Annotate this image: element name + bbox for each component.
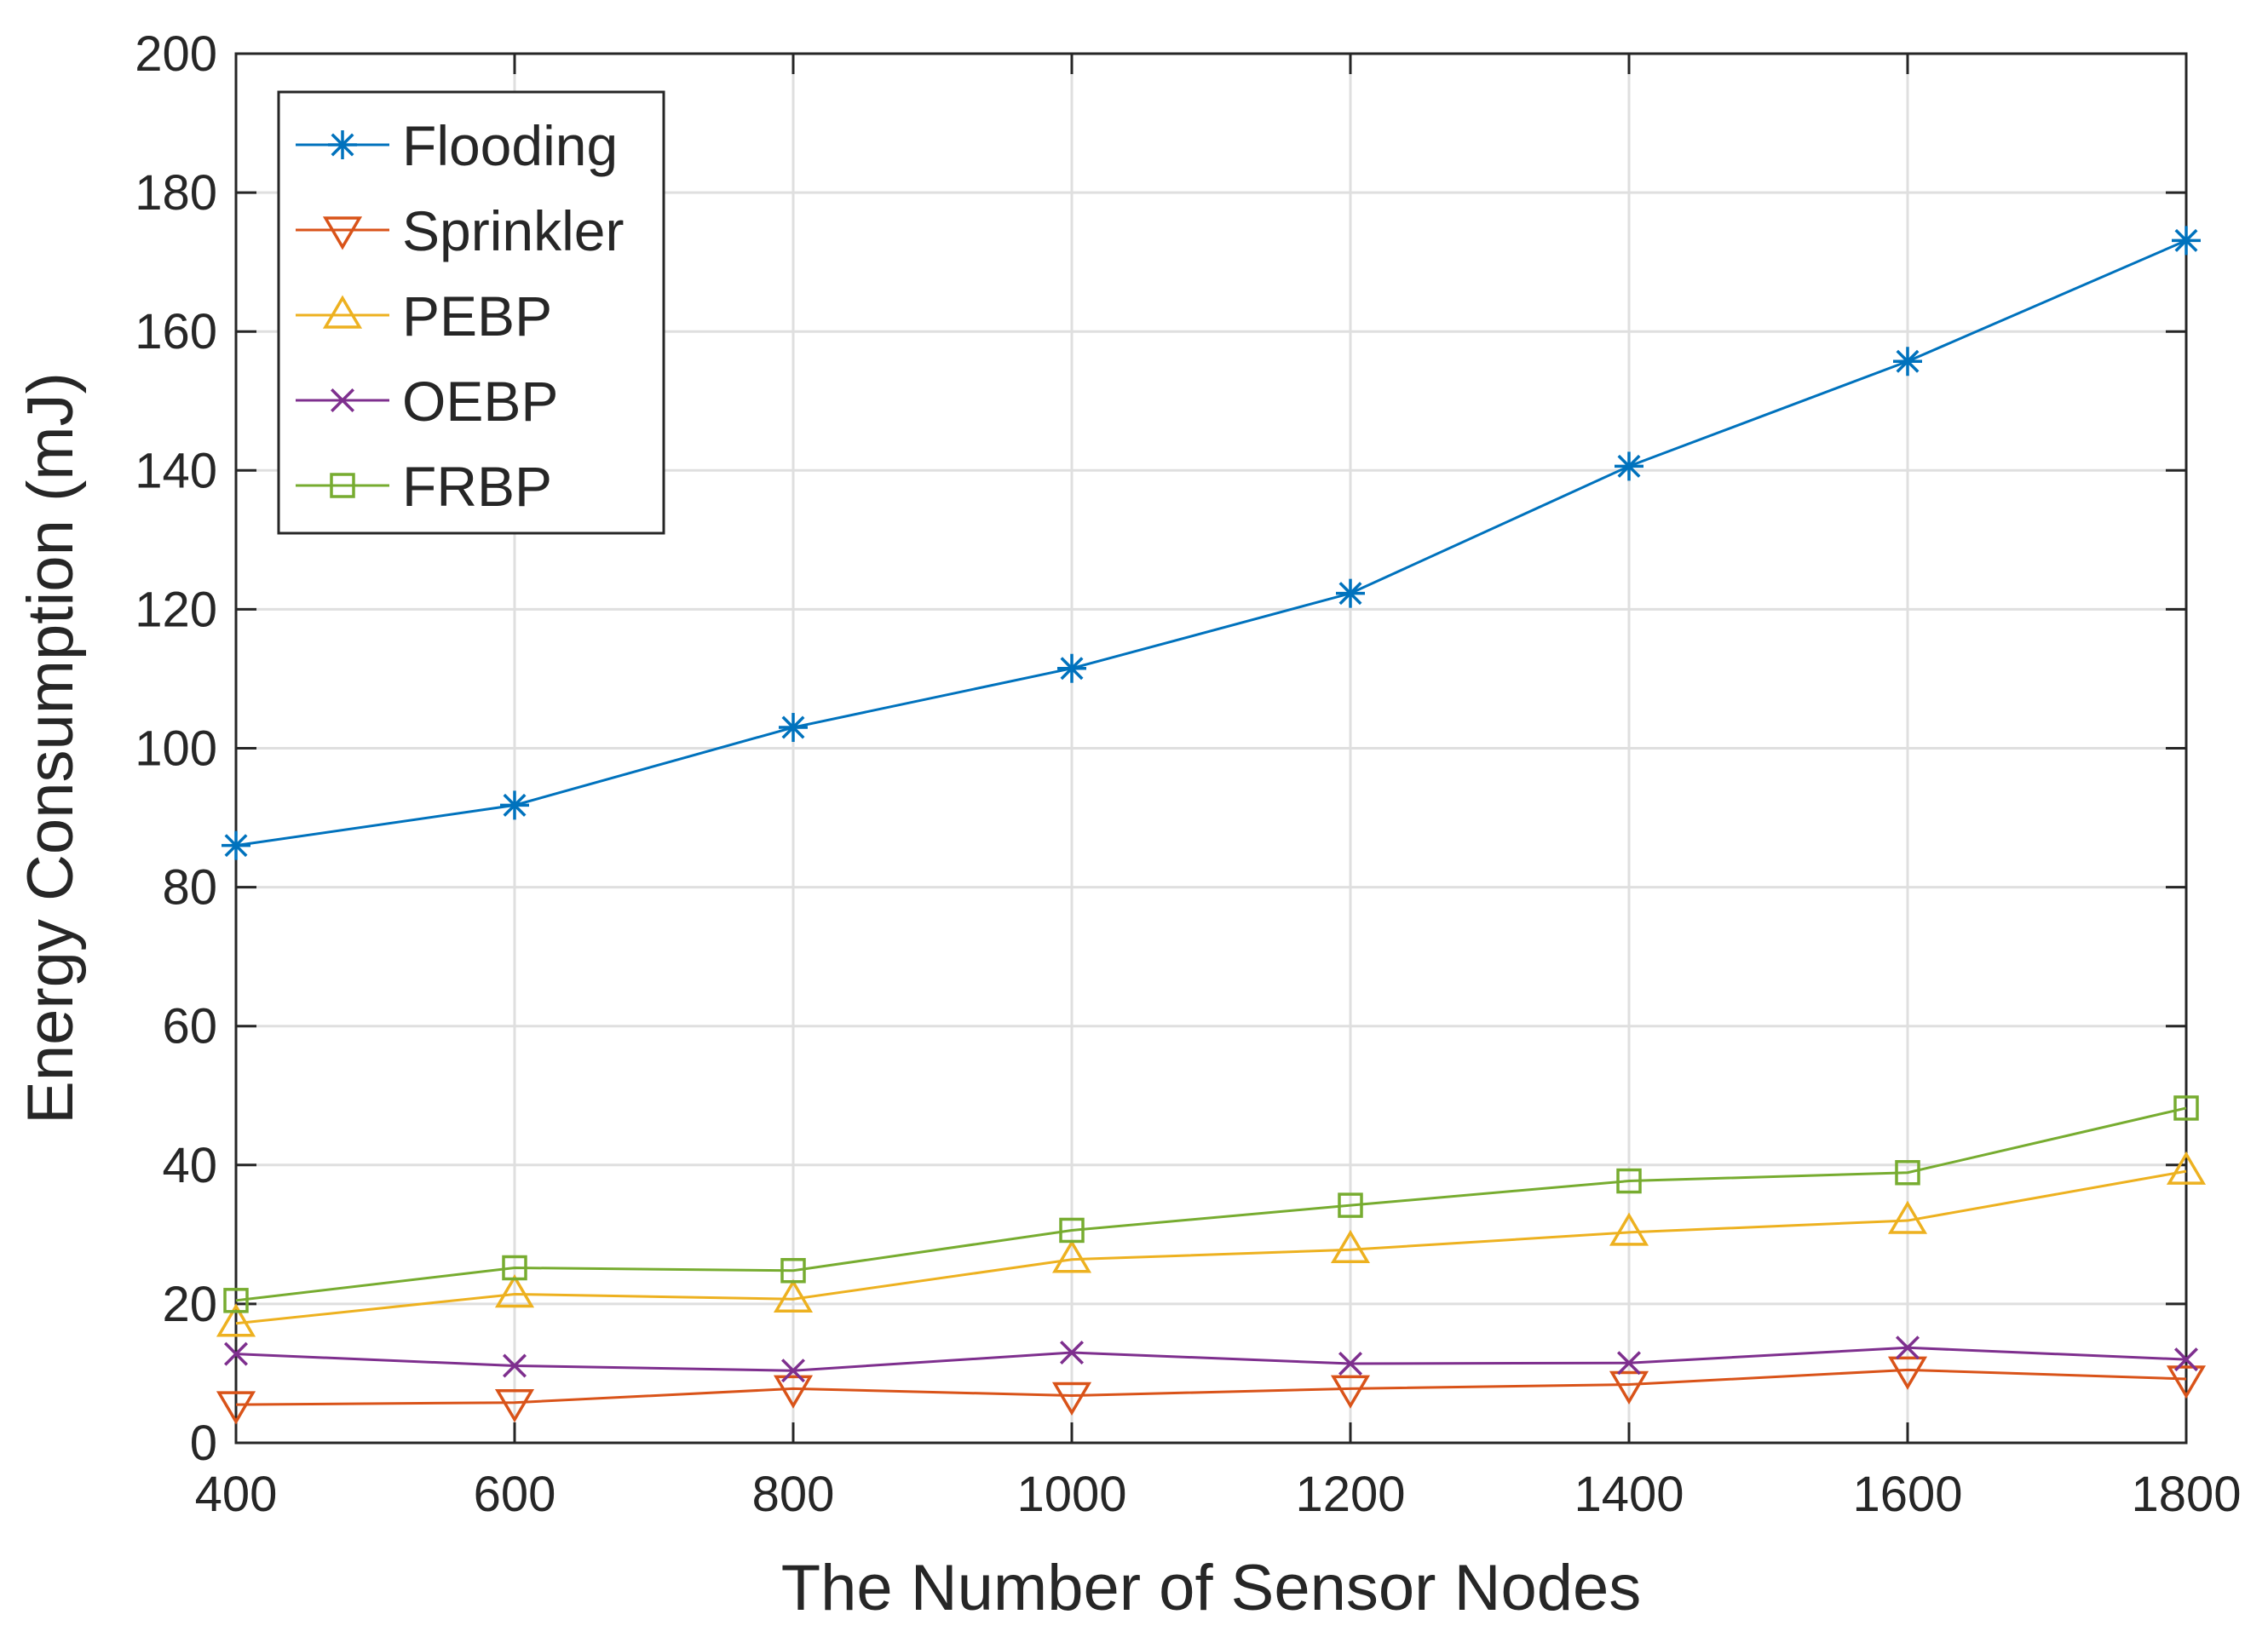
oebp-point: [503, 1353, 527, 1378]
sprinkler-point: [1051, 1382, 1092, 1416]
pebp-point: [773, 1278, 814, 1313]
y-tick-label: 140: [135, 443, 217, 498]
x-tick-label: 1400: [1574, 1467, 1684, 1522]
frbp-point: [2173, 1095, 2199, 1121]
oebp-line: [235, 1346, 2187, 1372]
legend-item-oebp: OEBP: [296, 370, 558, 433]
legend-item-flooding: Flooding: [296, 114, 618, 177]
sprinkler-point: [2166, 1365, 2207, 1399]
y-tick-label: 160: [135, 304, 217, 359]
x-tick-label: 1800: [2131, 1467, 2241, 1522]
series-oebp: [224, 1336, 2198, 1383]
x-tick-label: 600: [474, 1467, 556, 1522]
oebp-point: [1617, 1351, 1641, 1376]
sprinkler-point: [1887, 1356, 1928, 1390]
flooding-line: [235, 238, 2187, 847]
pebp-point: [1051, 1239, 1092, 1273]
flooding-point: [1336, 578, 1365, 608]
legend-marker: [331, 388, 354, 412]
legend-label: OEBP: [402, 370, 558, 433]
flooding-point: [1057, 653, 1086, 683]
legend-box: [277, 90, 665, 535]
flooding-point: [222, 830, 250, 860]
frbp-point: [1059, 1217, 1085, 1244]
data-series: [216, 226, 2207, 1425]
pebp-point: [494, 1274, 535, 1308]
oebp-point: [1896, 1336, 1920, 1360]
x-tick-label: 400: [195, 1467, 278, 1522]
sprinkler-point: [216, 1391, 256, 1425]
frbp-point: [780, 1258, 806, 1284]
y-tick-label: 180: [135, 165, 217, 221]
y-tick-label: 60: [162, 999, 217, 1054]
legend-marker: [322, 295, 363, 329]
oebp-point: [1338, 1352, 1362, 1376]
legend-label: Flooding: [402, 114, 618, 177]
pebp-point: [1887, 1200, 1928, 1234]
legend-item-pebp: PEBP: [296, 284, 552, 348]
frbp-point: [1616, 1168, 1642, 1194]
flooding-point: [1893, 347, 1922, 376]
legend-item-frbp: FRBP: [296, 455, 552, 518]
legend-label: Sprinkler: [402, 199, 624, 262]
series-pebp: [216, 1151, 2207, 1337]
frbp-point: [1338, 1192, 1363, 1218]
y-axis-label: Energy Consumption (mJ): [14, 372, 87, 1124]
x-tick-label: 1000: [1016, 1467, 1126, 1522]
sprinkler-line: [235, 1368, 2187, 1406]
y-tick-label: 120: [135, 582, 217, 637]
sprinkler-point: [1330, 1375, 1371, 1409]
y-tick-label: 20: [162, 1277, 217, 1332]
legend-item-sprinkler: Sprinkler: [296, 199, 624, 262]
pebp-point: [1330, 1229, 1371, 1264]
flooding-point: [2172, 226, 2201, 256]
sprinkler-point: [494, 1388, 535, 1423]
legend-marker: [328, 130, 357, 159]
oebp-point: [1060, 1340, 1084, 1364]
x-tick-label: 1200: [1295, 1467, 1405, 1522]
x-tick-label: 1600: [1852, 1467, 1962, 1522]
flooding-point: [779, 713, 808, 743]
x-tick-label: 800: [752, 1467, 835, 1522]
pebp-line: [235, 1169, 2187, 1325]
pebp-point: [2166, 1151, 2207, 1185]
series-frbp: [223, 1095, 2199, 1313]
y-tick-label: 80: [162, 860, 217, 916]
legend-label: PEBP: [402, 284, 552, 348]
axis-ticks: 400 600 800 1000 1200 1400 1600 1800 0 20 40 60 80 10…: [135, 26, 2241, 1522]
oebp-point: [781, 1359, 805, 1383]
frbp-point: [502, 1255, 527, 1281]
legend: Flooding Sprinkler PEBP OEBP FRBP: [277, 90, 665, 535]
legend-label: FRBP: [402, 455, 552, 518]
frbp-line: [235, 1106, 2187, 1302]
x-axis-label: The Number of Sensor Nodes: [781, 1552, 1642, 1624]
legend-marker: [330, 473, 355, 498]
series-sprinkler: [216, 1356, 2207, 1425]
pebp-point: [216, 1303, 256, 1337]
legend-marker: [322, 216, 363, 250]
series-flooding: [222, 226, 2201, 860]
frbp-point: [1895, 1160, 1920, 1186]
oebp-point: [2174, 1347, 2198, 1372]
flooding-point: [500, 790, 529, 820]
pebp-point: [1609, 1212, 1649, 1246]
sprinkler-point: [773, 1375, 814, 1409]
y-tick-label: 0: [190, 1416, 217, 1471]
y-tick-label: 200: [135, 26, 217, 82]
grid-lines: [234, 52, 2188, 1445]
y-tick-label: 100: [135, 721, 217, 777]
flooding-point: [1615, 451, 1643, 481]
sprinkler-point: [1609, 1370, 1649, 1405]
oebp-point: [224, 1341, 248, 1366]
y-tick-label: 40: [162, 1138, 217, 1193]
frbp-point: [223, 1288, 249, 1313]
